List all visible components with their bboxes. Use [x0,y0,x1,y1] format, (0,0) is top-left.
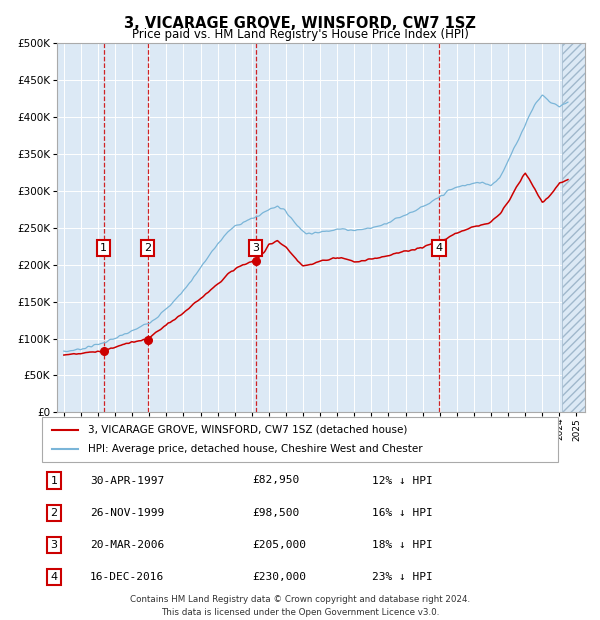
Text: £230,000: £230,000 [252,572,306,582]
Text: 3: 3 [50,540,58,550]
Text: £98,500: £98,500 [252,508,299,518]
Text: 3, VICARAGE GROVE, WINSFORD, CW7 1SZ: 3, VICARAGE GROVE, WINSFORD, CW7 1SZ [124,16,476,30]
Text: 20-MAR-2006: 20-MAR-2006 [90,540,164,550]
Text: Price paid vs. HM Land Registry's House Price Index (HPI): Price paid vs. HM Land Registry's House … [131,28,469,41]
Text: 2: 2 [144,243,151,253]
Text: 30-APR-1997: 30-APR-1997 [90,476,164,485]
Text: £82,950: £82,950 [252,476,299,485]
Text: Contains HM Land Registry data © Crown copyright and database right 2024.
This d: Contains HM Land Registry data © Crown c… [130,595,470,617]
Text: 4: 4 [50,572,58,582]
FancyBboxPatch shape [42,417,558,462]
Text: 4: 4 [436,243,443,253]
Text: 12% ↓ HPI: 12% ↓ HPI [372,476,433,485]
Text: £205,000: £205,000 [252,540,306,550]
Text: 26-NOV-1999: 26-NOV-1999 [90,508,164,518]
Text: 23% ↓ HPI: 23% ↓ HPI [372,572,433,582]
Text: 18% ↓ HPI: 18% ↓ HPI [372,540,433,550]
Text: 2: 2 [50,508,58,518]
Text: 16% ↓ HPI: 16% ↓ HPI [372,508,433,518]
Text: 3, VICARAGE GROVE, WINSFORD, CW7 1SZ (detached house): 3, VICARAGE GROVE, WINSFORD, CW7 1SZ (de… [88,425,408,435]
Text: 1: 1 [50,476,58,485]
Text: HPI: Average price, detached house, Cheshire West and Chester: HPI: Average price, detached house, Ches… [88,445,423,454]
Text: 16-DEC-2016: 16-DEC-2016 [90,572,164,582]
Bar [562,43,585,412]
Text: 3: 3 [252,243,259,253]
Text: 1: 1 [100,243,107,253]
